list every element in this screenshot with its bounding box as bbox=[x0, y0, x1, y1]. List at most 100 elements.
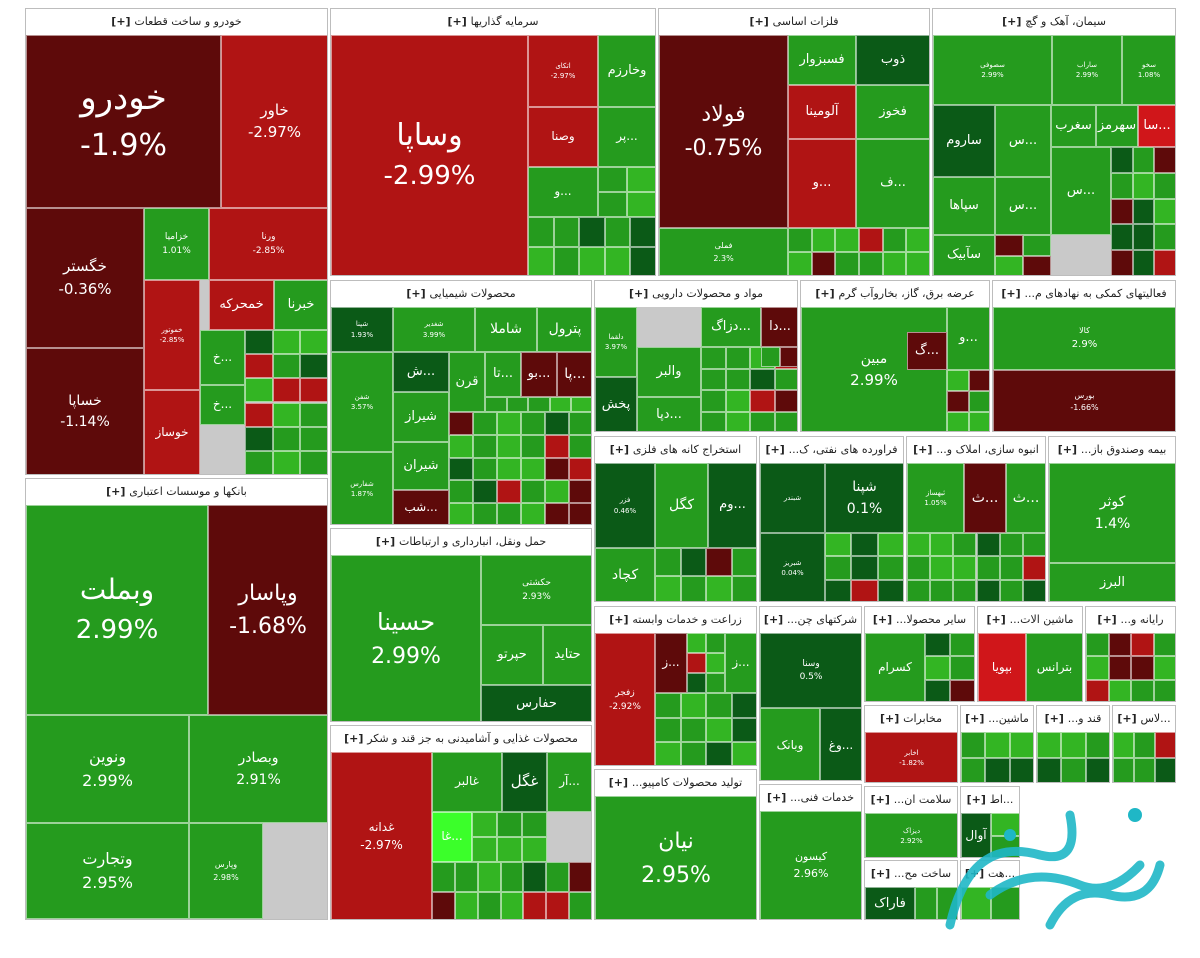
stock-tile[interactable]: کگل bbox=[655, 463, 708, 548]
stock-tile[interactable]: وخارزم bbox=[598, 35, 655, 107]
small-stock-tile[interactable] bbox=[454, 862, 478, 892]
stock-tile[interactable]: خساپا -1.14% bbox=[26, 348, 144, 474]
sector-header[interactable]: محصولات غذایی و آشامیدنی به جز قند و شکر… bbox=[331, 726, 591, 752]
small-stock-tile[interactable] bbox=[687, 653, 706, 673]
stock-tile[interactable]: فولاد -0.75% bbox=[659, 35, 788, 228]
expand-sector-button[interactable]: [+] bbox=[344, 732, 368, 745]
stock-tile[interactable]: اخابر -1.82% bbox=[865, 732, 957, 782]
small-stock-tile[interactable] bbox=[523, 862, 547, 892]
stock-tile[interactable]: ...گ bbox=[907, 332, 947, 370]
expand-sector-button[interactable]: [+] bbox=[966, 793, 990, 806]
small-stock-tile[interactable] bbox=[1108, 679, 1131, 701]
small-stock-tile[interactable] bbox=[1108, 633, 1131, 657]
small-stock-tile[interactable] bbox=[835, 228, 859, 252]
small-stock-tile[interactable] bbox=[835, 252, 859, 275]
sector-header[interactable]: سایر محصولا... [+] bbox=[865, 607, 974, 633]
small-stock-tile[interactable] bbox=[680, 742, 706, 765]
stock-tile[interactable]: شبندر bbox=[760, 463, 825, 533]
small-stock-tile[interactable] bbox=[454, 891, 478, 919]
small-stock-tile[interactable] bbox=[473, 503, 497, 524]
stock-tile[interactable]: ...دا bbox=[761, 307, 797, 347]
small-stock-tile[interactable] bbox=[528, 397, 550, 412]
expand-sector-button[interactable]: [+] bbox=[965, 712, 989, 725]
stock-tile[interactable]: بورس -1.66% bbox=[993, 370, 1175, 431]
stock-tile[interactable]: ساروم bbox=[933, 105, 995, 177]
small-stock-tile[interactable] bbox=[774, 390, 797, 412]
small-stock-tile[interactable] bbox=[750, 411, 775, 431]
stock-tile[interactable]: قرن bbox=[449, 352, 485, 412]
stock-tile[interactable]: ...و bbox=[528, 167, 598, 217]
stock-tile[interactable]: شفن 3.57% bbox=[331, 352, 393, 452]
small-stock-tile[interactable] bbox=[1022, 556, 1045, 580]
small-stock-tile[interactable] bbox=[449, 457, 473, 481]
small-stock-tile[interactable] bbox=[1132, 224, 1155, 251]
small-stock-tile[interactable] bbox=[655, 693, 681, 718]
stock-tile[interactable]: ...سا bbox=[1138, 105, 1175, 147]
stock-tile[interactable]: وبصادر 2.91% bbox=[189, 715, 327, 823]
small-stock-tile[interactable] bbox=[680, 575, 706, 601]
stock-tile[interactable]: سآبیک bbox=[933, 235, 995, 275]
stock-tile[interactable]: حفارس bbox=[481, 685, 591, 721]
small-stock-tile[interactable] bbox=[521, 434, 545, 458]
small-stock-tile[interactable] bbox=[477, 862, 501, 892]
small-stock-tile[interactable] bbox=[1132, 172, 1155, 199]
small-stock-tile[interactable] bbox=[245, 330, 273, 355]
stock-tile[interactable]: ...و bbox=[947, 307, 989, 370]
stock-tile[interactable]: ...س bbox=[1051, 147, 1111, 235]
small-stock-tile[interactable] bbox=[687, 633, 706, 653]
stock-tile[interactable]: پخش bbox=[595, 377, 637, 431]
small-stock-tile[interactable] bbox=[1153, 679, 1175, 701]
sector-header[interactable]: ...لاس [+] bbox=[1113, 706, 1175, 732]
small-stock-tile[interactable] bbox=[449, 503, 473, 524]
small-stock-tile[interactable] bbox=[851, 533, 878, 557]
stock-tile[interactable]: وساپا -2.99% bbox=[331, 35, 528, 275]
small-stock-tile[interactable] bbox=[725, 347, 750, 369]
sector-header[interactable]: تولید محصولات کامپیو... [+] bbox=[595, 770, 756, 796]
expand-sector-button[interactable]: [+] bbox=[880, 712, 904, 725]
small-stock-tile[interactable] bbox=[701, 411, 726, 431]
sector-header[interactable]: مخابرات [+] bbox=[865, 706, 957, 732]
stock-tile[interactable]: ...غا bbox=[432, 812, 472, 862]
stock-tile[interactable]: حکشتی 2.93% bbox=[481, 555, 591, 625]
sector-header[interactable]: فراورده های نفتی، ک... [+] bbox=[760, 437, 903, 463]
stock-tile[interactable]: شپنا 0.1% bbox=[825, 463, 903, 533]
small-stock-tile[interactable] bbox=[521, 412, 545, 435]
small-stock-tile[interactable] bbox=[432, 862, 455, 892]
stock-tile[interactable]: وبملت 2.99% bbox=[26, 505, 208, 715]
stock-tile[interactable]: حپرتو bbox=[481, 625, 543, 685]
expand-sector-button[interactable]: [+] bbox=[111, 15, 135, 28]
stock-tile[interactable]: سپاها bbox=[933, 177, 995, 235]
small-stock-tile[interactable] bbox=[750, 390, 775, 412]
stock-tile[interactable]: خبرنا bbox=[274, 280, 327, 330]
small-stock-tile[interactable] bbox=[811, 252, 836, 275]
stock-tile[interactable]: البرز bbox=[1049, 563, 1175, 601]
small-stock-tile[interactable] bbox=[961, 758, 986, 782]
small-stock-tile[interactable] bbox=[553, 246, 580, 275]
stock-tile[interactable]: ساراب 2.99% bbox=[1052, 35, 1122, 105]
stock-tile[interactable]: ...خ bbox=[200, 385, 245, 425]
small-stock-tile[interactable] bbox=[545, 480, 569, 504]
stock-tile[interactable]: حتاید bbox=[543, 625, 591, 685]
small-stock-tile[interactable] bbox=[1061, 758, 1086, 782]
small-stock-tile[interactable] bbox=[995, 235, 1023, 256]
small-stock-tile[interactable] bbox=[245, 450, 273, 474]
stock-tile[interactable]: غالبر bbox=[432, 752, 502, 812]
small-stock-tile[interactable] bbox=[449, 434, 473, 458]
small-stock-tile[interactable] bbox=[976, 533, 1000, 557]
sector-header[interactable]: ...اط [+] bbox=[961, 787, 1019, 813]
sector-header[interactable]: محصولات شیمیایی [+] bbox=[331, 281, 591, 307]
stock-tile[interactable]: فملی 2.3% bbox=[659, 228, 788, 275]
small-stock-tile[interactable] bbox=[1023, 255, 1051, 275]
stock-tile[interactable]: سصوفی 2.99% bbox=[933, 35, 1052, 105]
small-stock-tile[interactable] bbox=[1111, 172, 1133, 199]
stock-tile[interactable]: شاملا bbox=[475, 307, 537, 352]
stock-tile[interactable]: بپویا bbox=[978, 633, 1026, 701]
small-stock-tile[interactable] bbox=[1111, 198, 1133, 225]
small-stock-tile[interactable] bbox=[497, 837, 522, 862]
small-stock-tile[interactable] bbox=[449, 412, 473, 435]
expand-sector-button[interactable]: [+] bbox=[749, 15, 773, 28]
small-stock-tile[interactable] bbox=[523, 891, 547, 919]
small-stock-tile[interactable] bbox=[627, 167, 655, 192]
small-stock-tile[interactable] bbox=[497, 812, 522, 837]
stock-tile[interactable]: فسبزوار bbox=[788, 35, 856, 85]
